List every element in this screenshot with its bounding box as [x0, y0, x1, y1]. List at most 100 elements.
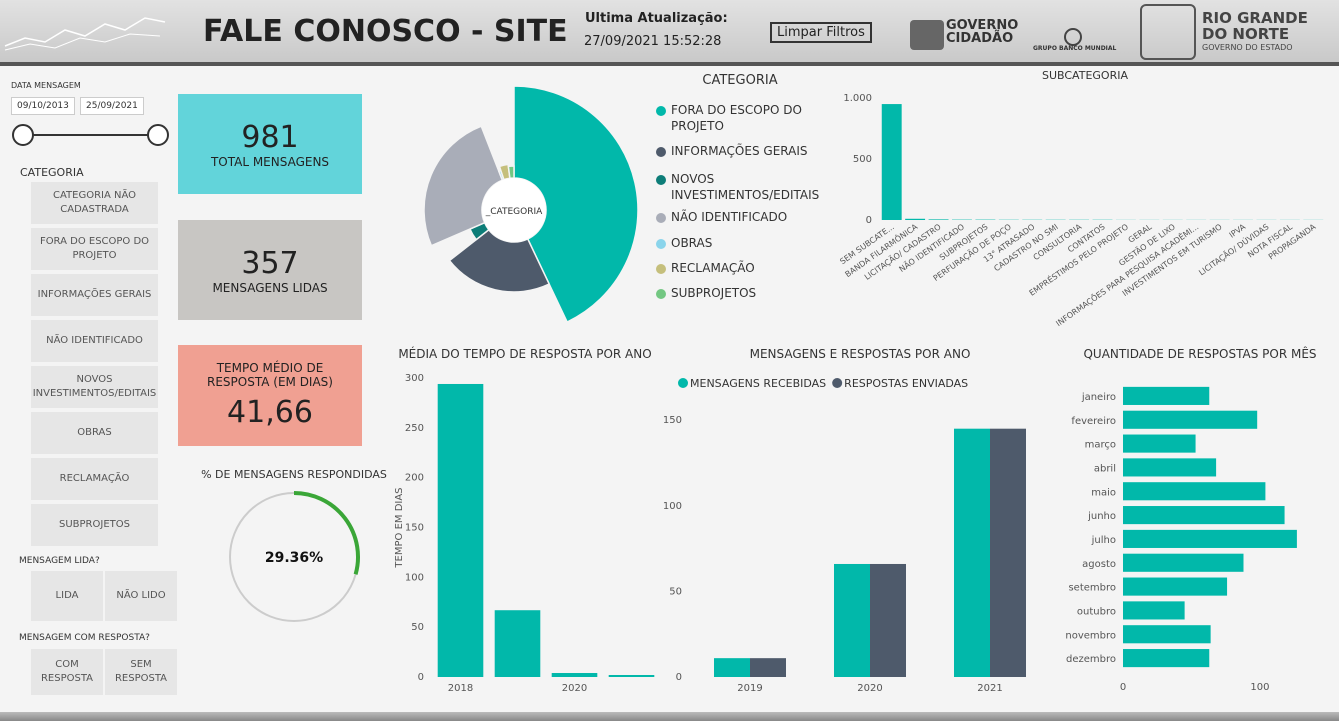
y-tick-label: 0: [676, 672, 682, 683]
legend-marker: [656, 175, 666, 185]
y-tick-label: 500: [853, 154, 872, 165]
y-tick-label: 50: [669, 586, 682, 597]
filter-button[interactable]: SEM RESPOSTA: [105, 649, 177, 695]
filter-button[interactable]: NÃO LIDO: [105, 571, 177, 621]
card-value: 981: [241, 119, 299, 155]
y-tick-label: 250: [405, 423, 424, 434]
card-label: TOTAL MENSAGENS: [210, 154, 330, 169]
update-label: Ultima Atualização:: [585, 11, 728, 26]
legend-marker: [656, 264, 666, 274]
y-tick-label: março: [1085, 440, 1116, 451]
y-tick-label: setembro: [1068, 583, 1116, 594]
legend-marker: [832, 378, 843, 388]
chart-title: SUBCATEGORIA: [1042, 69, 1128, 82]
gauge-value: 29.36%: [265, 550, 323, 566]
header: FALE CONOSCO - SITE Ultima Atualização: …: [0, 0, 1339, 66]
filter-button[interactable]: FORA DO ESCOPO DO PROJETO: [31, 228, 158, 270]
bar: [551, 673, 598, 677]
card-label: MENSAGENS LIDAS: [212, 280, 328, 295]
card-label: TEMPO MÉDIO DE RESPOSTA (EM DIAS): [207, 361, 333, 389]
filter-button[interactable]: LIDA: [31, 571, 103, 621]
legend-marker: [656, 147, 666, 157]
legend-label: MENSAGENS RECEBIDAS: [690, 377, 826, 390]
date-end[interactable]: 25/09/2021: [80, 97, 144, 115]
filter-button[interactable]: COM RESPOSTA: [31, 649, 103, 695]
logo-text: RIO GRANDE: [1202, 9, 1308, 27]
bar: [1123, 434, 1196, 453]
bar: [954, 428, 990, 677]
legend-marker: [656, 213, 666, 223]
logo-text: GRUPO BANCO MUNDIAL: [1033, 45, 1117, 52]
x-tick-label: 2018: [448, 683, 473, 694]
legend-item: INFORMAÇÕES GERAIS: [671, 144, 808, 158]
bar: [870, 563, 906, 677]
legend-marker: [678, 378, 688, 388]
legend-item: NOVOS INVESTIMENTOS/EDITAIS: [671, 172, 820, 202]
bar: [1123, 625, 1211, 644]
y-tick-label: abril: [1094, 463, 1116, 474]
bar: [881, 104, 902, 220]
legend-marker: [656, 239, 666, 249]
x-tick-label: 2021: [977, 683, 1002, 694]
logo-text: GOVERNO DO ESTADO: [1202, 43, 1293, 52]
y-tick-label: julho: [1091, 535, 1116, 546]
chart-title: CATEGORIA: [702, 73, 777, 88]
filter-button[interactable]: CATEGORIA NÃO CADASTRADA: [31, 182, 158, 224]
y-tick-label: novembro: [1065, 630, 1116, 641]
logo-text: GOVERNO: [946, 18, 1019, 33]
bar: [750, 658, 786, 677]
y-tick-label: 0: [418, 672, 424, 683]
card-value: 357: [241, 245, 299, 281]
card: TEMPO MÉDIO DE RESPOSTA (EM DIAS) 41,66: [178, 345, 362, 446]
bar: [1123, 458, 1217, 477]
x-tick-label: 2020: [857, 683, 882, 694]
logo-text: CIDADÃO: [946, 31, 1014, 46]
y-tick-label: 1.000: [843, 93, 872, 104]
bar: [1123, 506, 1285, 525]
bar: [1123, 577, 1228, 596]
filter-button[interactable]: NÃO IDENTIFICADO: [31, 320, 158, 362]
card: 981 TOTAL MENSAGENS: [178, 94, 362, 194]
update-value: 27/09/2021 15:52:28: [584, 34, 722, 49]
center: [482, 178, 546, 242]
y-axis-label: TEMPO EM DIAS: [394, 487, 405, 568]
bar: [1123, 601, 1185, 620]
footer-bar: [0, 712, 1339, 721]
legend-item: FORA DO ESCOPO DO PROJETO: [671, 103, 802, 133]
date-filter-title: DATA MENSAGEM: [11, 81, 81, 90]
legend-item: RECLAMAÇÃO: [671, 261, 755, 275]
bar: [494, 610, 541, 677]
header-decoration: [4, 17, 166, 51]
bar: [990, 428, 1026, 677]
date-slider[interactable]: [8, 122, 178, 148]
title: FALE CONOSCO - SITE: [203, 14, 568, 49]
y-tick-label: dezembro: [1066, 654, 1116, 665]
filter-button[interactable]: SUBPROJETOS: [31, 504, 158, 546]
bar: [905, 218, 926, 220]
y-tick-label: 100: [405, 572, 424, 583]
date-start[interactable]: 09/10/2013: [11, 97, 75, 115]
bar: [1123, 553, 1244, 572]
filter-button[interactable]: INFORMAÇÕES GERAIS: [31, 274, 158, 316]
filter-button[interactable]: RECLAMAÇÃO: [31, 458, 158, 500]
filter-button[interactable]: NOVOS INVESTIMENTOS/EDITAIS: [31, 366, 158, 408]
chart-title: QUANTIDADE DE RESPOSTAS POR MÊS: [1083, 346, 1316, 361]
legend-label: RESPOSTAS ENVIADAS: [844, 377, 968, 390]
legend-marker: [656, 106, 666, 116]
radial-wedge: [423, 125, 504, 247]
y-tick-label: 0: [866, 215, 872, 226]
chart-title: MÉDIA DO TEMPO DE RESPOSTA POR ANO: [398, 346, 651, 361]
radial-wedge: [507, 165, 515, 180]
logo-icon: [1140, 4, 1196, 60]
y-tick-label: 100: [663, 501, 682, 512]
y-tick-label: 150: [405, 523, 424, 534]
bar: [834, 563, 870, 677]
bar: [714, 658, 750, 677]
card: 357 MENSAGENS LIDAS: [178, 220, 362, 320]
clear-filters-button[interactable]: Limpar Filtros: [770, 22, 872, 43]
chart-title: MENSAGENS E RESPOSTAS POR ANO: [750, 347, 971, 361]
filter-button[interactable]: OBRAS: [31, 412, 158, 454]
card-value: 41,66: [227, 395, 313, 430]
y-tick-label: fevereiro: [1071, 416, 1116, 427]
